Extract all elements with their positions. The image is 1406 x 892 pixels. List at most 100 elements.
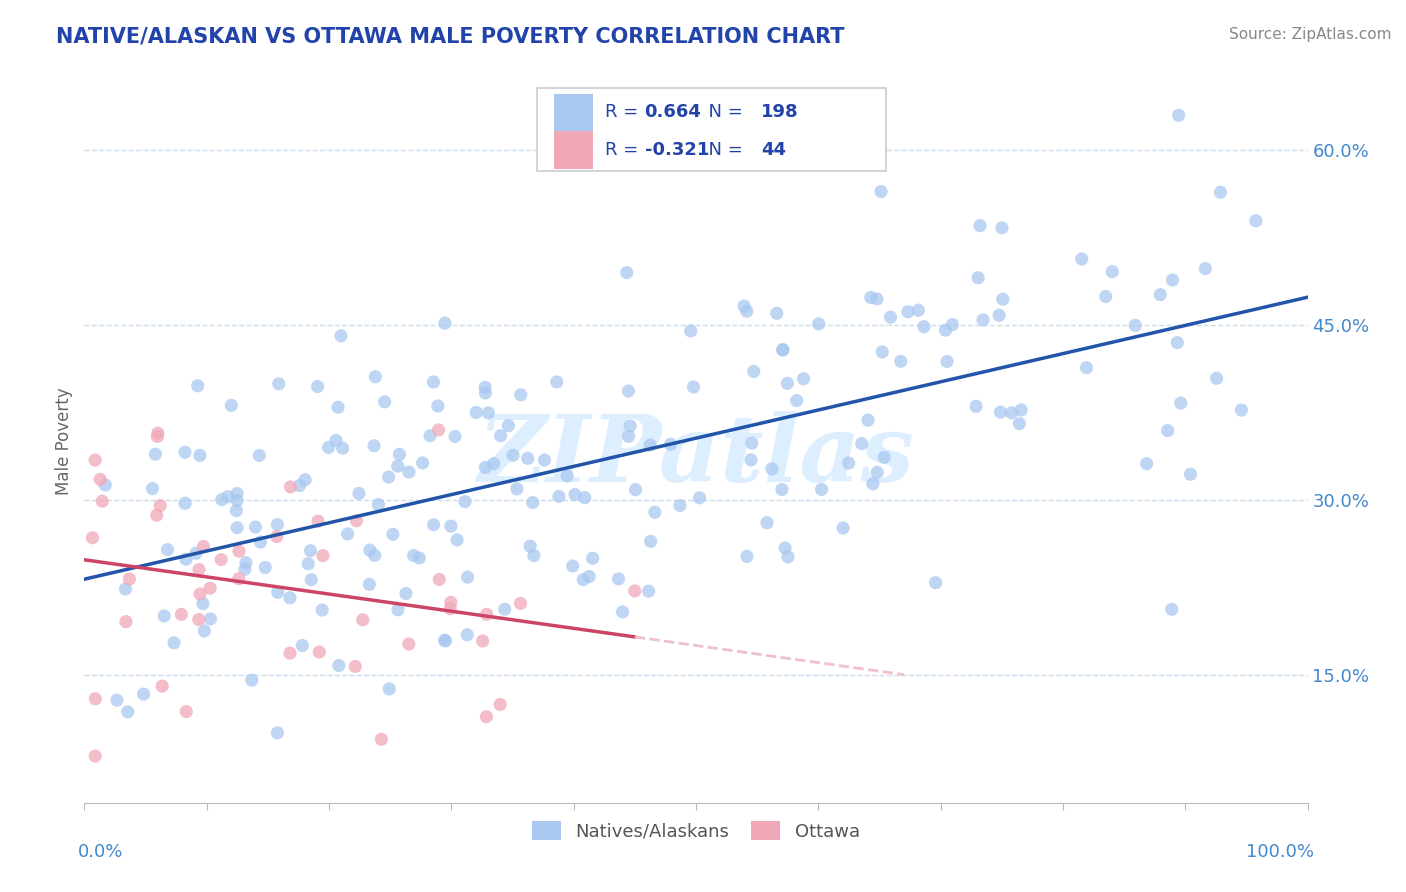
Point bbox=[866, 292, 889, 306]
Point bbox=[187, 379, 209, 393]
Point bbox=[84, 453, 107, 467]
Point bbox=[422, 375, 444, 389]
Point bbox=[1156, 424, 1178, 438]
Point bbox=[117, 705, 139, 719]
Text: N =: N = bbox=[697, 103, 748, 121]
Point bbox=[519, 539, 541, 553]
Point bbox=[141, 482, 163, 496]
Point bbox=[294, 473, 316, 487]
Point bbox=[555, 469, 578, 483]
Point bbox=[228, 572, 250, 586]
Text: Source: ZipAtlas.com: Source: ZipAtlas.com bbox=[1229, 27, 1392, 42]
Point bbox=[572, 573, 595, 587]
Point bbox=[475, 710, 498, 724]
Point bbox=[226, 486, 249, 500]
Point bbox=[866, 465, 889, 479]
Point bbox=[193, 624, 215, 638]
Point bbox=[174, 445, 197, 459]
Point bbox=[969, 219, 991, 233]
Point bbox=[1230, 403, 1253, 417]
Point bbox=[211, 492, 233, 507]
Point bbox=[254, 560, 277, 574]
Point bbox=[991, 220, 1014, 235]
Point bbox=[187, 613, 209, 627]
Point bbox=[669, 499, 692, 513]
Point bbox=[328, 658, 350, 673]
Point bbox=[426, 399, 449, 413]
Point bbox=[370, 732, 392, 747]
Point bbox=[395, 586, 418, 600]
Point bbox=[564, 487, 586, 501]
Point bbox=[346, 514, 368, 528]
Point bbox=[149, 499, 172, 513]
Point bbox=[311, 603, 333, 617]
Text: R =: R = bbox=[606, 141, 644, 159]
Point bbox=[174, 705, 197, 719]
Point bbox=[1076, 360, 1098, 375]
Point bbox=[733, 299, 755, 313]
Point bbox=[1244, 213, 1267, 227]
Point bbox=[640, 534, 662, 549]
Point bbox=[897, 305, 920, 319]
Point bbox=[132, 687, 155, 701]
Point bbox=[617, 384, 640, 398]
Point bbox=[1070, 252, 1092, 266]
Point bbox=[156, 542, 179, 557]
Point bbox=[498, 418, 520, 433]
Point bbox=[344, 659, 367, 673]
Point bbox=[364, 549, 387, 563]
Point bbox=[193, 540, 215, 554]
Point bbox=[226, 493, 249, 508]
Point bbox=[516, 451, 538, 466]
Text: 44: 44 bbox=[761, 141, 786, 159]
Point bbox=[266, 529, 288, 543]
Text: R =: R = bbox=[606, 103, 644, 121]
Point bbox=[548, 490, 571, 504]
Point bbox=[326, 401, 349, 415]
Point bbox=[776, 549, 799, 564]
Point bbox=[153, 609, 176, 624]
Point bbox=[578, 569, 600, 583]
Point bbox=[359, 543, 381, 558]
Point bbox=[247, 449, 270, 463]
Point bbox=[457, 570, 479, 584]
Point bbox=[398, 637, 420, 651]
Point bbox=[624, 483, 647, 497]
Point bbox=[330, 328, 353, 343]
Point bbox=[533, 453, 555, 467]
FancyBboxPatch shape bbox=[554, 131, 593, 169]
Point bbox=[856, 413, 879, 427]
Point bbox=[637, 584, 659, 599]
Point bbox=[347, 486, 370, 500]
Point bbox=[454, 494, 477, 508]
Point bbox=[408, 551, 430, 566]
Point bbox=[266, 517, 288, 532]
Text: 100.0%: 100.0% bbox=[1246, 843, 1313, 861]
Point bbox=[659, 437, 682, 451]
Point bbox=[912, 319, 935, 334]
Point bbox=[146, 429, 169, 443]
Point bbox=[879, 310, 901, 325]
Point bbox=[1209, 186, 1232, 200]
Point bbox=[84, 749, 107, 764]
Point bbox=[475, 607, 498, 622]
Point bbox=[1161, 273, 1184, 287]
Text: N =: N = bbox=[697, 141, 748, 159]
Point bbox=[941, 318, 963, 332]
Point bbox=[935, 323, 957, 337]
Point bbox=[363, 439, 385, 453]
Point bbox=[364, 369, 387, 384]
Point bbox=[582, 551, 605, 566]
Point bbox=[198, 581, 221, 595]
Point bbox=[200, 612, 222, 626]
Point bbox=[679, 324, 702, 338]
Point bbox=[427, 423, 450, 437]
Point bbox=[336, 527, 359, 541]
Point bbox=[440, 519, 463, 533]
Point bbox=[1194, 261, 1216, 276]
Point bbox=[278, 646, 301, 660]
Text: 0.0%: 0.0% bbox=[79, 843, 124, 861]
Text: 198: 198 bbox=[761, 103, 799, 121]
Point bbox=[267, 585, 290, 599]
Text: 0.664: 0.664 bbox=[644, 103, 702, 121]
